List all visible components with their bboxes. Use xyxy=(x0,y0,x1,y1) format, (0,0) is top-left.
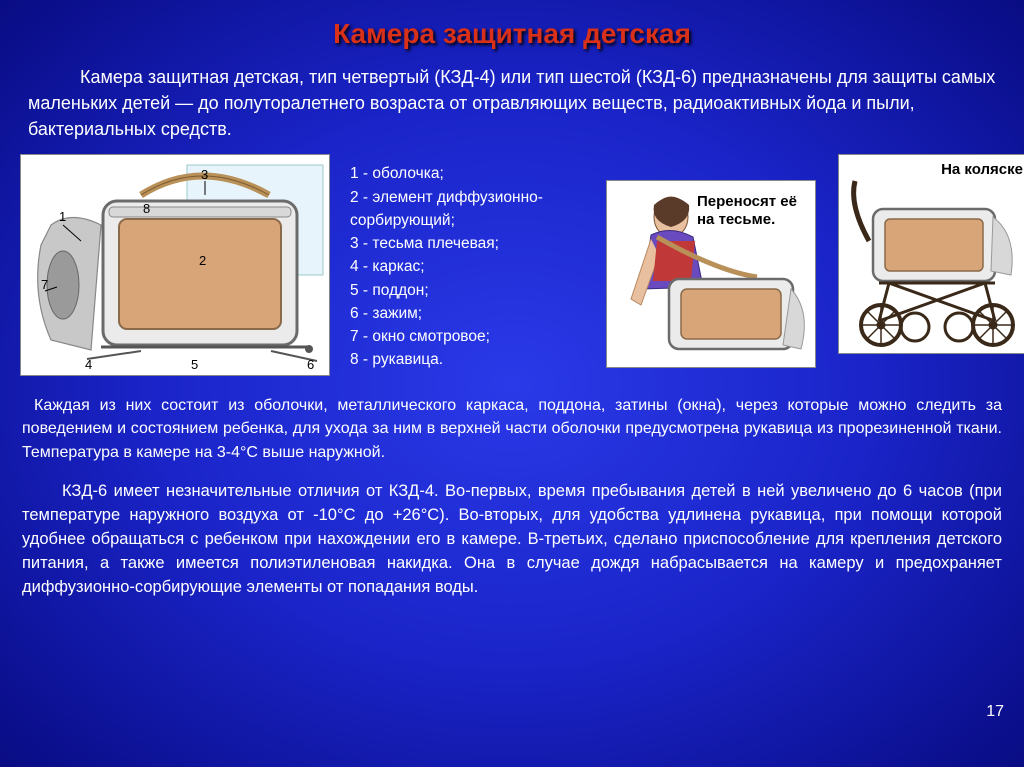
stroller-image: На коляске xyxy=(838,154,1024,354)
legend-item: 4 - каркас; xyxy=(350,255,580,278)
carry-image: Переносят её на тесьме. xyxy=(606,180,816,368)
carry-caption: Переносят её на тесьме. xyxy=(697,193,807,228)
intro-paragraph: Камера защитная детская, тип четвертый (… xyxy=(0,60,1024,142)
svg-text:6: 6 xyxy=(307,357,314,372)
svg-text:8: 8 xyxy=(143,201,150,216)
svg-text:4: 4 xyxy=(85,357,92,372)
svg-text:2: 2 xyxy=(199,253,206,268)
parts-legend: 1 - оболочка; 2 - элемент диффузионно-со… xyxy=(342,154,580,371)
legend-item: 7 - окно смотровое; xyxy=(350,325,580,348)
paragraph-3: КЗД-6 имеет незначительные отличия от КЗ… xyxy=(0,464,1024,600)
legend-item: 2 - элемент диффузионно-сорбирующий; xyxy=(350,186,580,233)
legend-item: 5 - поддон; xyxy=(350,279,580,302)
diagram-image: 1 3 8 2 4 5 6 7 xyxy=(20,154,330,376)
stroller-caption: На коляске xyxy=(941,161,1023,178)
page-number: 17 xyxy=(986,703,1004,721)
svg-text:7: 7 xyxy=(41,277,48,292)
legend-item: 3 - тесьма плечевая; xyxy=(350,232,580,255)
p3-text: КЗД-6 имеет незначительные отличия от КЗ… xyxy=(22,482,1002,596)
legend-item: 6 - зажим; xyxy=(350,302,580,325)
legend-item: 8 - рукавица. xyxy=(350,348,580,371)
svg-text:3: 3 xyxy=(201,167,208,182)
intro-text: Камера защитная детская, тип четвертый (… xyxy=(28,67,995,139)
legend-item: 1 - оболочка; xyxy=(350,162,580,185)
p2-text: Каждая из них состоит из оболочки, метал… xyxy=(22,397,1002,460)
page-title: Камера защитная детская xyxy=(0,0,1024,60)
svg-text:1: 1 xyxy=(59,209,66,224)
middle-row: 1 3 8 2 4 5 6 7 1 - оболочка; 2 - элемен… xyxy=(0,142,1024,376)
paragraph-2: Каждая из них состоит из оболочки, метал… xyxy=(0,376,1024,464)
svg-text:5: 5 xyxy=(191,357,198,372)
